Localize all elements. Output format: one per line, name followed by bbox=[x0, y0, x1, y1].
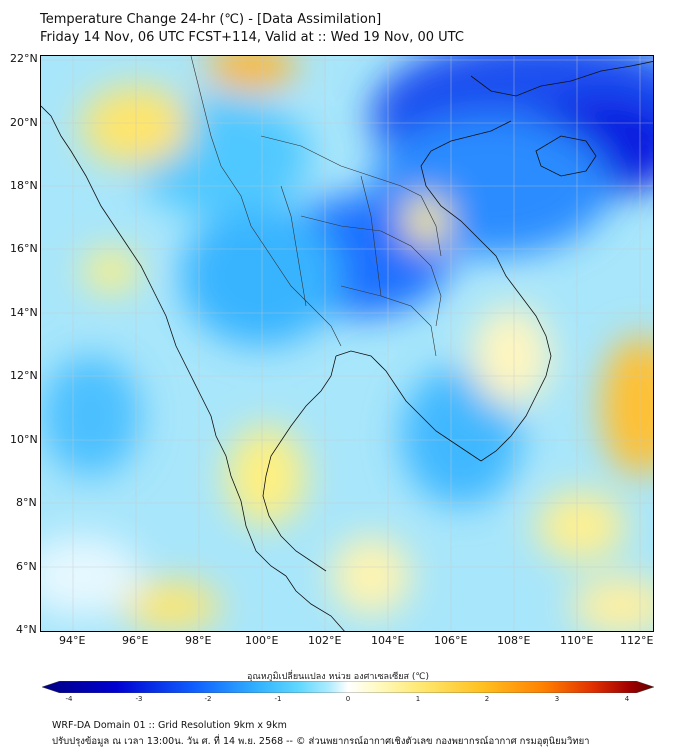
lat-label: 10°N bbox=[10, 433, 38, 446]
colorbar-tick: 3 bbox=[554, 695, 560, 703]
lat-label: 16°N bbox=[10, 242, 38, 255]
colorbar-tick: 2 bbox=[484, 695, 490, 703]
lat-label: 14°N bbox=[10, 306, 38, 319]
footer-resolution: WRF-DA Domain 01 :: Grid Resolution 9km … bbox=[52, 720, 287, 731]
lon-label: 100°E bbox=[245, 634, 279, 647]
lat-label: 12°N bbox=[10, 369, 38, 382]
lon-label: 112°E bbox=[620, 634, 654, 647]
footer-credit: ปรับปรุงข้อมูล ณ เวลา 13:00น. วัน ศ. ที่… bbox=[52, 736, 590, 747]
admin-borders bbox=[190, 56, 442, 357]
lon-label: 104°E bbox=[371, 634, 405, 647]
colorbar-tick: -4 bbox=[65, 695, 73, 703]
colorbar bbox=[42, 681, 654, 693]
colorbar-title: อุณหภูมิเปลี่ยนแปลง หน่วย องศาเซลเซียส (… bbox=[246, 672, 430, 682]
lon-label: 102°E bbox=[308, 634, 342, 647]
lat-label: 18°N bbox=[10, 179, 38, 192]
lon-label: 106°E bbox=[434, 634, 468, 647]
lat-label: 6°N bbox=[16, 560, 37, 573]
lon-label: 108°E bbox=[497, 634, 531, 647]
lat-label: 4°N bbox=[16, 623, 37, 636]
colorbar-tick: -1 bbox=[274, 695, 282, 703]
temperature-change-map bbox=[40, 55, 654, 632]
colorbar-tick: 4 bbox=[624, 695, 630, 703]
lon-label: 110°E bbox=[560, 634, 594, 647]
lon-label: 96°E bbox=[122, 634, 149, 647]
lat-label: 22°N bbox=[10, 52, 38, 65]
lat-label: 8°N bbox=[16, 496, 37, 509]
colorbar-tick: 1 bbox=[415, 695, 421, 703]
lon-label: 94°E bbox=[59, 634, 86, 647]
colorbar-tick: -3 bbox=[135, 695, 143, 703]
coastline bbox=[41, 61, 653, 631]
map-subtitle: Friday 14 Nov, 06 UTC FCST+114, Valid at… bbox=[40, 30, 464, 45]
colorbar-tick: -2 bbox=[204, 695, 212, 703]
colorbar-tick: 0 bbox=[345, 695, 351, 703]
map-title: Temperature Change 24-hr (℃) - [Data Ass… bbox=[40, 12, 382, 27]
lat-label: 20°N bbox=[10, 116, 38, 129]
lon-label: 98°E bbox=[185, 634, 212, 647]
